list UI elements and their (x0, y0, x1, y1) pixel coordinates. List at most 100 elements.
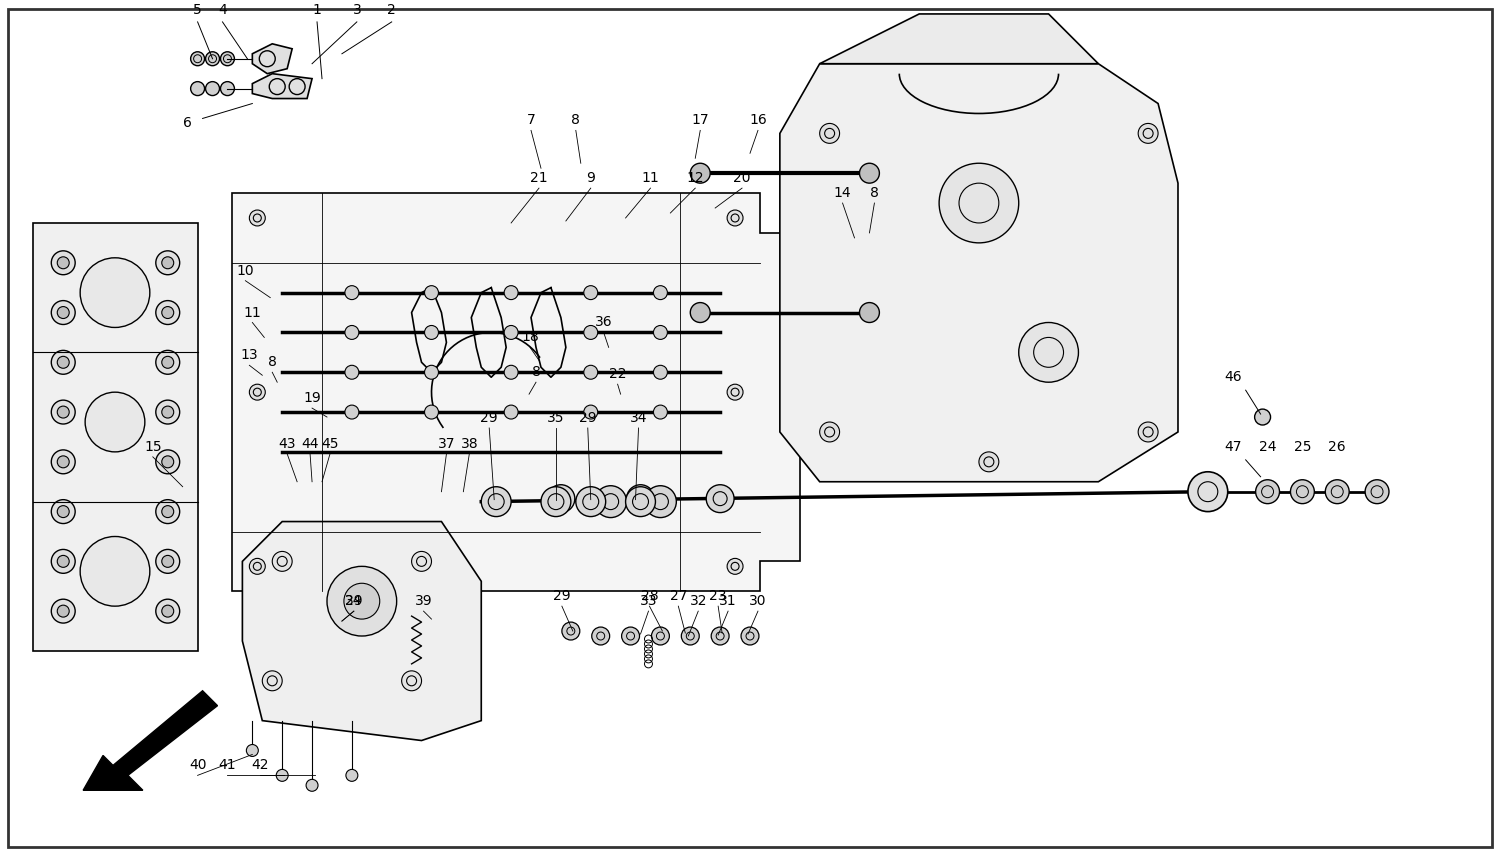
Circle shape (728, 558, 742, 574)
Circle shape (654, 325, 668, 339)
Circle shape (690, 302, 709, 323)
Circle shape (939, 164, 1019, 243)
Text: 29: 29 (554, 590, 570, 603)
Text: 36: 36 (596, 315, 612, 330)
Circle shape (654, 285, 668, 300)
Circle shape (627, 485, 654, 513)
Text: 40: 40 (189, 758, 207, 773)
Text: 11: 11 (243, 306, 261, 320)
Text: 24: 24 (1258, 440, 1276, 454)
Text: 8: 8 (268, 355, 276, 369)
Circle shape (162, 456, 174, 468)
Circle shape (651, 627, 669, 645)
Circle shape (57, 505, 69, 517)
Text: 27: 27 (669, 590, 687, 603)
Text: 25: 25 (1293, 440, 1311, 454)
Text: 20: 20 (734, 171, 752, 185)
Circle shape (190, 52, 204, 66)
Circle shape (584, 366, 597, 379)
Text: 7: 7 (526, 113, 536, 128)
Circle shape (272, 551, 292, 572)
Circle shape (162, 556, 174, 567)
Polygon shape (780, 64, 1178, 481)
Circle shape (504, 285, 518, 300)
Polygon shape (232, 193, 800, 591)
Circle shape (57, 256, 69, 268)
Circle shape (711, 627, 729, 645)
Circle shape (51, 250, 75, 274)
Circle shape (591, 627, 609, 645)
Text: 19: 19 (303, 391, 321, 405)
Circle shape (424, 285, 438, 300)
Circle shape (741, 627, 759, 645)
Circle shape (51, 599, 75, 623)
Polygon shape (252, 73, 312, 99)
Text: 46: 46 (1224, 371, 1242, 384)
Circle shape (402, 671, 422, 691)
Text: 8: 8 (572, 113, 580, 128)
Text: 3: 3 (352, 3, 362, 17)
Text: 29: 29 (480, 411, 498, 425)
Text: 30: 30 (748, 594, 766, 608)
Circle shape (206, 52, 219, 66)
Text: 5: 5 (194, 3, 202, 17)
Polygon shape (82, 691, 218, 791)
Text: 16: 16 (748, 113, 766, 128)
Circle shape (594, 486, 627, 517)
Circle shape (156, 599, 180, 623)
Circle shape (1365, 480, 1389, 504)
Text: 15: 15 (144, 440, 162, 454)
Circle shape (819, 124, 840, 143)
Circle shape (562, 622, 580, 640)
Text: 6: 6 (183, 117, 192, 130)
Circle shape (681, 627, 699, 645)
Circle shape (859, 302, 879, 323)
Circle shape (424, 405, 438, 419)
Circle shape (1019, 323, 1078, 383)
Text: 21: 21 (530, 171, 548, 185)
Circle shape (548, 485, 574, 513)
Circle shape (249, 210, 266, 226)
Circle shape (1188, 472, 1228, 511)
Text: 26: 26 (1329, 440, 1346, 454)
Circle shape (504, 325, 518, 339)
Circle shape (1138, 422, 1158, 442)
Circle shape (411, 551, 432, 572)
Text: 35: 35 (548, 411, 564, 425)
Circle shape (645, 486, 676, 517)
Circle shape (654, 405, 668, 419)
Circle shape (542, 486, 572, 516)
Circle shape (584, 325, 597, 339)
Text: 31: 31 (720, 594, 736, 608)
Text: 13: 13 (240, 348, 258, 362)
Circle shape (57, 307, 69, 319)
Text: 38: 38 (460, 437, 478, 451)
Circle shape (51, 350, 75, 374)
Text: 14: 14 (834, 186, 852, 200)
Circle shape (156, 550, 180, 573)
Circle shape (482, 486, 512, 516)
Circle shape (345, 366, 358, 379)
Polygon shape (243, 521, 482, 740)
Circle shape (162, 406, 174, 418)
Circle shape (345, 325, 358, 339)
Text: 8: 8 (870, 186, 879, 200)
Circle shape (690, 164, 709, 183)
Circle shape (51, 301, 75, 325)
Circle shape (220, 82, 234, 95)
Circle shape (345, 285, 358, 300)
Circle shape (504, 405, 518, 419)
Text: 43: 43 (279, 437, 296, 451)
Circle shape (220, 52, 234, 66)
Circle shape (424, 325, 438, 339)
Circle shape (1326, 480, 1348, 504)
Circle shape (584, 405, 597, 419)
Circle shape (1290, 480, 1314, 504)
Text: 9: 9 (586, 171, 596, 185)
Circle shape (728, 210, 742, 226)
Circle shape (57, 556, 69, 567)
Circle shape (162, 307, 174, 319)
Circle shape (584, 285, 597, 300)
Text: 28: 28 (640, 590, 658, 603)
Circle shape (156, 350, 180, 374)
